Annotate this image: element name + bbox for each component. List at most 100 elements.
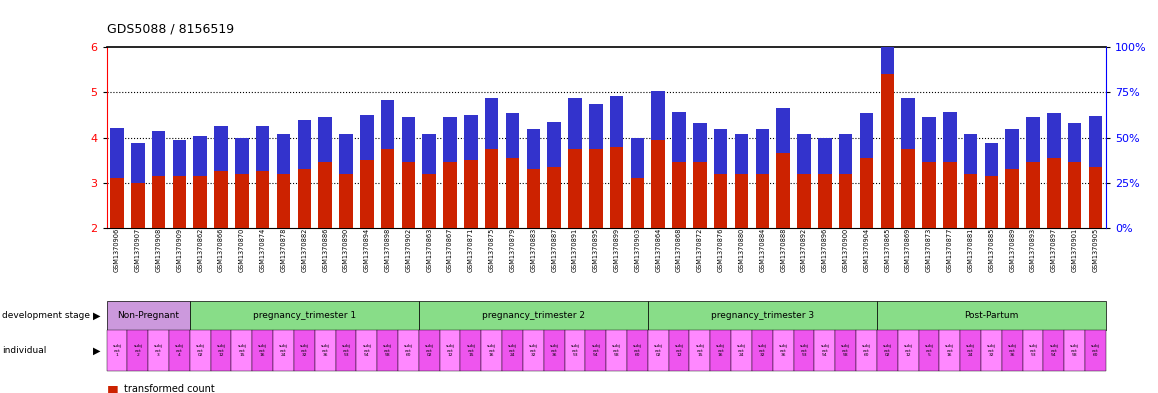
Text: GSM1370863: GSM1370863: [426, 228, 432, 272]
Bar: [523, 330, 544, 371]
Bar: [444, 117, 456, 162]
Bar: [381, 100, 395, 149]
Bar: [339, 174, 353, 228]
Bar: [193, 176, 207, 228]
Text: GSM1370901: GSM1370901: [1071, 228, 1078, 272]
Text: ■: ■: [107, 382, 118, 393]
Text: GSM1370867: GSM1370867: [447, 228, 453, 272]
Bar: [256, 171, 270, 228]
Text: subj
ect
36: subj ect 36: [778, 344, 787, 357]
Bar: [193, 136, 207, 176]
Bar: [901, 149, 915, 228]
Bar: [859, 158, 873, 228]
Text: GSM1370903: GSM1370903: [635, 228, 640, 272]
Bar: [190, 330, 211, 371]
Text: subj
ect
24: subj ect 24: [736, 344, 746, 357]
Bar: [548, 122, 560, 167]
Bar: [527, 169, 540, 228]
Bar: [859, 113, 873, 158]
Text: GSM1370879: GSM1370879: [510, 228, 515, 272]
Bar: [797, 134, 811, 174]
Bar: [922, 162, 936, 228]
Bar: [589, 149, 602, 228]
Text: pregnancy_trimester 3: pregnancy_trimester 3: [711, 311, 814, 320]
Bar: [838, 134, 852, 174]
Bar: [107, 301, 190, 330]
Bar: [506, 158, 519, 228]
Bar: [131, 143, 145, 183]
Text: GSM1370864: GSM1370864: [655, 228, 661, 272]
Text: subj
ect
58: subj ect 58: [613, 344, 621, 357]
Bar: [984, 176, 998, 228]
Bar: [277, 134, 291, 174]
Bar: [694, 123, 706, 162]
Bar: [731, 330, 752, 371]
Bar: [485, 98, 498, 149]
Text: GSM1370877: GSM1370877: [947, 228, 953, 272]
Text: GSM1370905: GSM1370905: [1092, 228, 1099, 272]
Text: GSM1370898: GSM1370898: [384, 228, 390, 272]
Bar: [402, 162, 416, 228]
Bar: [544, 330, 565, 371]
Bar: [1047, 113, 1061, 158]
Bar: [652, 91, 665, 140]
Bar: [214, 126, 228, 171]
Text: subj
ect
60: subj ect 60: [862, 344, 871, 357]
Bar: [626, 330, 647, 371]
Bar: [461, 330, 482, 371]
Bar: [527, 129, 540, 169]
Bar: [1068, 162, 1082, 228]
Bar: [1023, 330, 1043, 371]
Bar: [1064, 330, 1085, 371]
Text: subj
ect
12: subj ect 12: [446, 344, 455, 357]
Text: GSM1370892: GSM1370892: [801, 228, 807, 272]
Text: GSM1370890: GSM1370890: [343, 228, 349, 272]
Text: GSM1370876: GSM1370876: [718, 228, 724, 272]
Text: GSM1370865: GSM1370865: [885, 228, 891, 272]
Bar: [673, 162, 686, 228]
Text: subj
ect
02: subj ect 02: [654, 344, 662, 357]
Bar: [631, 178, 644, 228]
Text: subj
ect
12: subj ect 12: [217, 344, 226, 357]
Bar: [127, 330, 148, 371]
Bar: [714, 174, 727, 228]
Text: Post-Partum: Post-Partum: [965, 311, 1019, 320]
Bar: [419, 301, 647, 330]
Text: GSM1370900: GSM1370900: [843, 228, 849, 272]
Bar: [423, 174, 437, 228]
Bar: [152, 176, 166, 228]
Bar: [211, 330, 232, 371]
Bar: [756, 129, 769, 174]
Bar: [277, 174, 291, 228]
Text: subj
ect
5: subj ect 5: [924, 344, 933, 357]
Bar: [381, 149, 395, 228]
Text: subj
ect
15: subj ect 15: [696, 344, 704, 357]
Text: subj
ect
02: subj ect 02: [882, 344, 892, 357]
Text: GSM1370906: GSM1370906: [113, 228, 120, 272]
Text: GSM1370868: GSM1370868: [676, 228, 682, 272]
Bar: [710, 330, 731, 371]
Bar: [398, 330, 419, 371]
Text: subj
ect
36: subj ect 36: [550, 344, 558, 357]
Text: pregnancy_trimester 2: pregnancy_trimester 2: [482, 311, 585, 320]
Bar: [668, 330, 689, 371]
Text: subj
ect
54: subj ect 54: [362, 344, 372, 357]
Bar: [315, 330, 336, 371]
Bar: [939, 330, 960, 371]
Text: individual: individual: [2, 346, 46, 355]
Text: GSM1370889: GSM1370889: [1010, 228, 1016, 272]
Bar: [569, 98, 581, 149]
Bar: [610, 147, 623, 228]
Bar: [647, 301, 877, 330]
Text: subj
ect
53: subj ect 53: [342, 344, 351, 357]
Bar: [689, 330, 710, 371]
Text: subj
ect
58: subj ect 58: [1070, 344, 1079, 357]
Text: subj
ect
36: subj ect 36: [1007, 344, 1017, 357]
Bar: [984, 143, 998, 176]
Text: GSM1370899: GSM1370899: [614, 228, 620, 272]
Bar: [772, 330, 793, 371]
Bar: [298, 120, 312, 169]
Bar: [444, 162, 456, 228]
Text: subj
ect
16: subj ect 16: [488, 344, 497, 357]
Text: GSM1370909: GSM1370909: [176, 228, 183, 272]
